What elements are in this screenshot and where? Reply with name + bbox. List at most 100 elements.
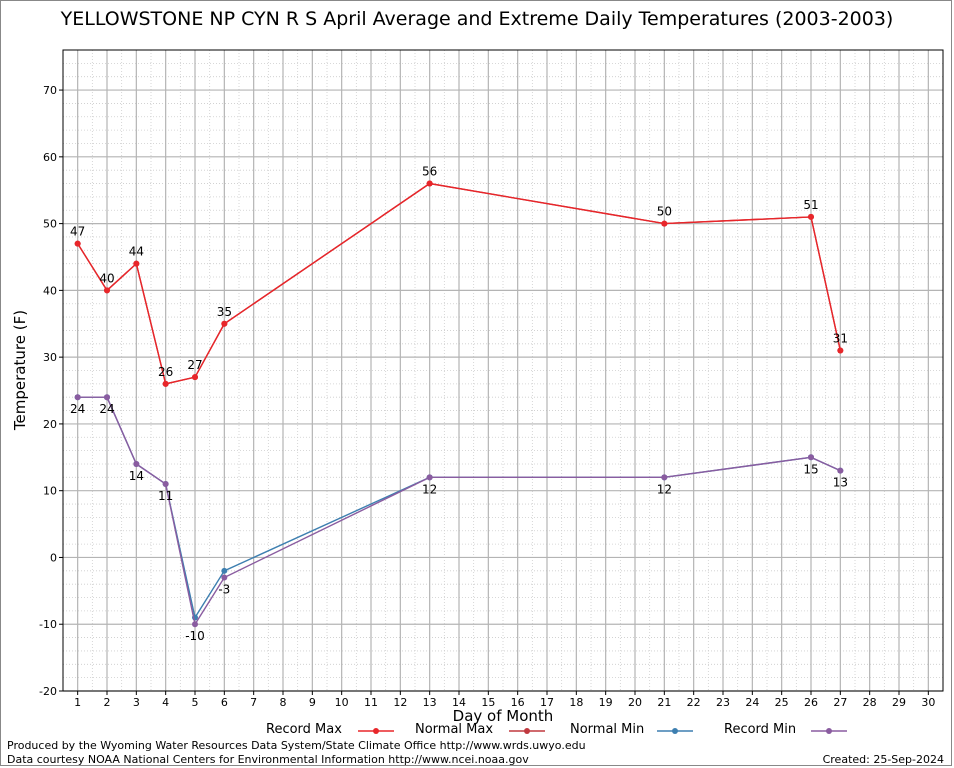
data-label: 13 — [833, 476, 848, 490]
legend: Record Max Normal Max Normal Min Record … — [0, 722, 954, 740]
legend-item-record-max: Record Max — [266, 722, 406, 740]
x-tick-label: 6 — [221, 696, 228, 709]
data-point-record-min — [661, 474, 668, 481]
series-line-record-min — [77, 396, 841, 627]
data-label: -3 — [218, 582, 230, 596]
data-label: 26 — [158, 365, 173, 379]
x-tick-label: 13 — [423, 696, 437, 709]
credit-produced-by: Produced by the Wyoming Water Resources … — [7, 739, 586, 752]
y-axis-title: Temperature (F) — [11, 310, 29, 431]
x-tick-label: 26 — [804, 696, 818, 709]
data-label: 44 — [129, 245, 144, 259]
x-tick-label: 9 — [309, 696, 316, 709]
legend-item-record-min: Record Min — [724, 722, 864, 740]
data-point-record-min — [104, 394, 110, 401]
x-tick-label: 28 — [863, 696, 877, 709]
x-tick-label: 20 — [628, 696, 642, 709]
data-point-record-max — [74, 240, 81, 247]
data-point-record-max — [104, 287, 110, 294]
data-label: 12 — [422, 482, 437, 496]
legend-swatch-record-max — [358, 728, 394, 734]
data-label: 56 — [422, 165, 437, 179]
data-point-normal-min — [221, 567, 228, 574]
x-tick-label: 1 — [74, 696, 81, 709]
data-point-record-min — [74, 394, 81, 401]
data-point-record-max — [837, 347, 844, 354]
legend-swatch-normal-max — [509, 728, 545, 734]
chart-title: YELLOWSTONE NP CYN R S April Average and… — [60, 8, 894, 30]
y-tick-label: -10 — [39, 618, 57, 631]
x-axis-title: Day of Month — [453, 707, 554, 725]
data-point-record-min — [808, 454, 814, 461]
data-point-record-min — [426, 474, 433, 481]
data-label: 24 — [99, 402, 114, 416]
y-tick-label: -20 — [39, 685, 57, 698]
legend-swatch-normal-min — [657, 728, 693, 734]
legend-item-normal-min: Normal Min — [570, 722, 710, 740]
grid-layer — [62, 49, 944, 692]
data-label: 50 — [657, 205, 672, 219]
x-tick-label: 11 — [364, 696, 378, 709]
x-tick-label: 5 — [192, 696, 199, 709]
created-date: Created: 25-Sep-2024 — [822, 753, 944, 766]
data-label: 27 — [187, 358, 202, 372]
y-tick-label: 0 — [50, 551, 57, 564]
series-line-record-max — [77, 182, 842, 385]
data-point-record-min — [221, 574, 228, 581]
data-label: 11 — [158, 489, 173, 503]
data-label: 35 — [217, 305, 232, 319]
legend-swatch-record-min — [811, 728, 847, 734]
legend-label-normal-min: Normal Min — [570, 722, 645, 737]
plot-border — [62, 49, 944, 692]
data-label: 14 — [129, 469, 144, 483]
data-label: 12 — [657, 482, 672, 496]
x-tick-label: 10 — [335, 696, 349, 709]
data-point-record-min — [192, 621, 198, 628]
x-tick-label: 17 — [540, 696, 554, 709]
x-tick-label: 25 — [775, 696, 789, 709]
legend-item-normal-max: Normal Max — [415, 722, 555, 740]
data-label: 51 — [803, 198, 818, 212]
x-tick-label: 21 — [657, 696, 671, 709]
x-tick-label: 12 — [393, 696, 407, 709]
data-label: 47 — [70, 225, 85, 239]
x-tick-label: 18 — [569, 696, 583, 709]
x-tick-label: 16 — [511, 696, 525, 709]
data-point-record-max — [426, 180, 433, 187]
data-point-record-min — [162, 481, 169, 488]
y-tick-label: 60 — [43, 151, 57, 164]
y-tick-label: 30 — [43, 351, 57, 364]
x-tick-label: 4 — [162, 696, 169, 709]
data-point-record-max — [192, 374, 198, 381]
data-point-record-max — [661, 220, 668, 227]
x-tick-label: 23 — [716, 696, 730, 709]
x-tick-label: 19 — [599, 696, 613, 709]
data-point-record-max — [133, 260, 140, 267]
data-label: 31 — [833, 331, 848, 345]
y-tick-label: 10 — [43, 485, 57, 498]
x-tick-label: 27 — [833, 696, 847, 709]
legend-label-record-max: Record Max — [266, 722, 342, 737]
x-tick-label: 15 — [481, 696, 495, 709]
x-tick-label: 22 — [687, 696, 701, 709]
credit-data-courtesy: Data courtesy NOAA National Centers for … — [7, 753, 529, 766]
data-label: 24 — [70, 402, 85, 416]
y-tick-label: 50 — [43, 218, 57, 231]
x-tick-label: 7 — [250, 696, 257, 709]
x-tick-label: 14 — [452, 696, 466, 709]
data-point-record-max — [221, 320, 228, 327]
legend-label-normal-max: Normal Max — [415, 722, 494, 737]
x-tick-label: 3 — [133, 696, 140, 709]
x-tick-label: 2 — [104, 696, 111, 709]
x-tick-label: 29 — [892, 696, 906, 709]
y-tick-label: 20 — [43, 418, 57, 431]
legend-label-record-min: Record Min — [724, 722, 797, 737]
data-label: 15 — [803, 462, 818, 476]
series-layer — [74, 180, 844, 628]
x-tick-label: 8 — [280, 696, 287, 709]
x-tick-label: 24 — [745, 696, 759, 709]
data-label: -10 — [185, 629, 205, 643]
